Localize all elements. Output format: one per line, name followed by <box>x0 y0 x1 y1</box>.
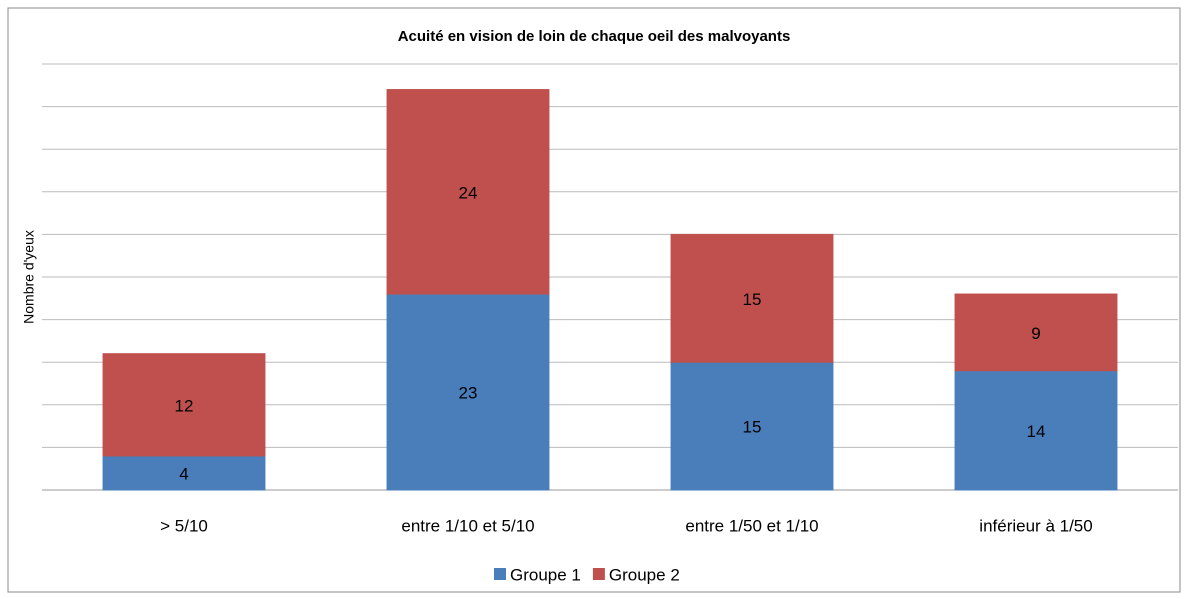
bar-segment <box>954 293 1118 372</box>
legend-label: Groupe 1 <box>510 565 581 584</box>
bar-segment <box>954 370 1118 491</box>
x-tick-label: entre 1/50 et 1/10 <box>685 516 818 535</box>
data-label: 4 <box>179 464 188 483</box>
x-tick-label: entre 1/10 et 5/10 <box>401 516 534 535</box>
data-label: 9 <box>1031 324 1040 343</box>
y-axis-label: Nombre d'yeux <box>21 230 37 324</box>
x-tick-label: inférieur à 1/50 <box>979 516 1092 535</box>
data-label: 15 <box>743 290 762 309</box>
data-label: 12 <box>175 396 194 415</box>
bar-segment <box>386 293 550 491</box>
data-label: 23 <box>459 384 478 403</box>
x-tick-label: > 5/10 <box>160 516 208 535</box>
legend-label: Groupe 2 <box>609 565 680 584</box>
data-label: 15 <box>743 418 762 437</box>
bar-segment <box>386 89 550 295</box>
bar-segment <box>102 455 266 491</box>
bar-segment <box>670 233 834 363</box>
chart-title: Acuité en vision de loin de chaque oeil … <box>398 28 791 45</box>
legend-swatch <box>592 568 605 580</box>
legend-swatch <box>494 568 506 580</box>
bar-segment <box>670 361 834 491</box>
data-label: 24 <box>459 183 478 202</box>
data-label: 14 <box>1027 422 1046 441</box>
bar-segment <box>102 353 266 457</box>
